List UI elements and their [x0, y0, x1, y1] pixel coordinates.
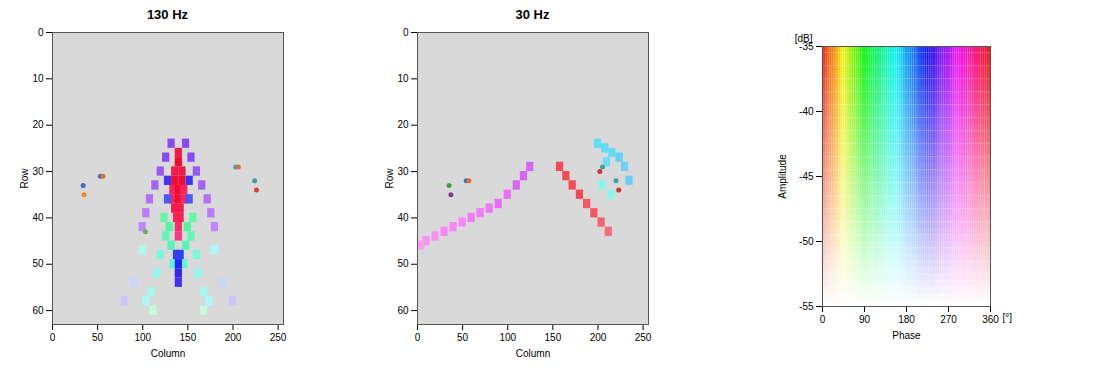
svg-text:60: 60: [397, 305, 409, 316]
svg-text:30: 30: [397, 166, 409, 177]
svg-text:50: 50: [397, 258, 409, 269]
svg-text:Column: Column: [151, 348, 185, 359]
svg-text:50: 50: [457, 332, 469, 343]
svg-text:-55: -55: [799, 301, 814, 312]
svg-text:200: 200: [225, 332, 242, 343]
svg-text:200: 200: [590, 332, 607, 343]
html-text:130 Hz: 130 Hz: [146, 7, 189, 22]
svg-text:Row: Row: [384, 168, 395, 189]
svg-text:0: 0: [820, 314, 826, 325]
svg-text:0: 0: [403, 27, 409, 38]
svg-text:100: 100: [134, 332, 151, 343]
svg-text:0: 0: [38, 27, 44, 38]
svg-text:10: 10: [397, 73, 409, 84]
svg-text:20: 20: [32, 119, 44, 130]
svg-text:150: 150: [545, 332, 562, 343]
svg-text:90: 90: [859, 314, 871, 325]
svg-text:150: 150: [180, 332, 197, 343]
svg-text:Amplitude: Amplitude: [777, 154, 788, 199]
svg-text:250: 250: [635, 332, 652, 343]
svg-text:250: 250: [270, 332, 287, 343]
svg-text:-40: -40: [799, 106, 814, 117]
svg-text:[dB]: [dB]: [795, 33, 813, 44]
svg-text:Phase: Phase: [892, 330, 921, 341]
svg-text:[°]: [°]: [1003, 312, 1013, 323]
svg-text:270: 270: [940, 314, 957, 325]
svg-text:0: 0: [415, 332, 421, 343]
svg-text:Row: Row: [19, 168, 30, 189]
svg-text:180: 180: [898, 314, 915, 325]
html-text:30 Hz: 30 Hz: [515, 7, 550, 22]
svg-text:-50: -50: [799, 236, 814, 247]
svg-text:Column: Column: [516, 348, 550, 359]
svg-text:50: 50: [32, 258, 44, 269]
svg-text:30: 30: [32, 166, 44, 177]
svg-text:60: 60: [32, 305, 44, 316]
svg-text:-45: -45: [799, 171, 814, 182]
svg-text:-35: -35: [799, 40, 814, 52]
svg-text:40: 40: [32, 212, 44, 223]
svg-text:100: 100: [499, 332, 516, 343]
svg-text:0: 0: [50, 332, 56, 343]
svg-text:10: 10: [32, 73, 44, 84]
svg-text:360: 360: [982, 314, 999, 325]
svg-text:50: 50: [92, 332, 104, 343]
svg-text:20: 20: [397, 119, 409, 130]
svg-text:40: 40: [397, 212, 409, 223]
